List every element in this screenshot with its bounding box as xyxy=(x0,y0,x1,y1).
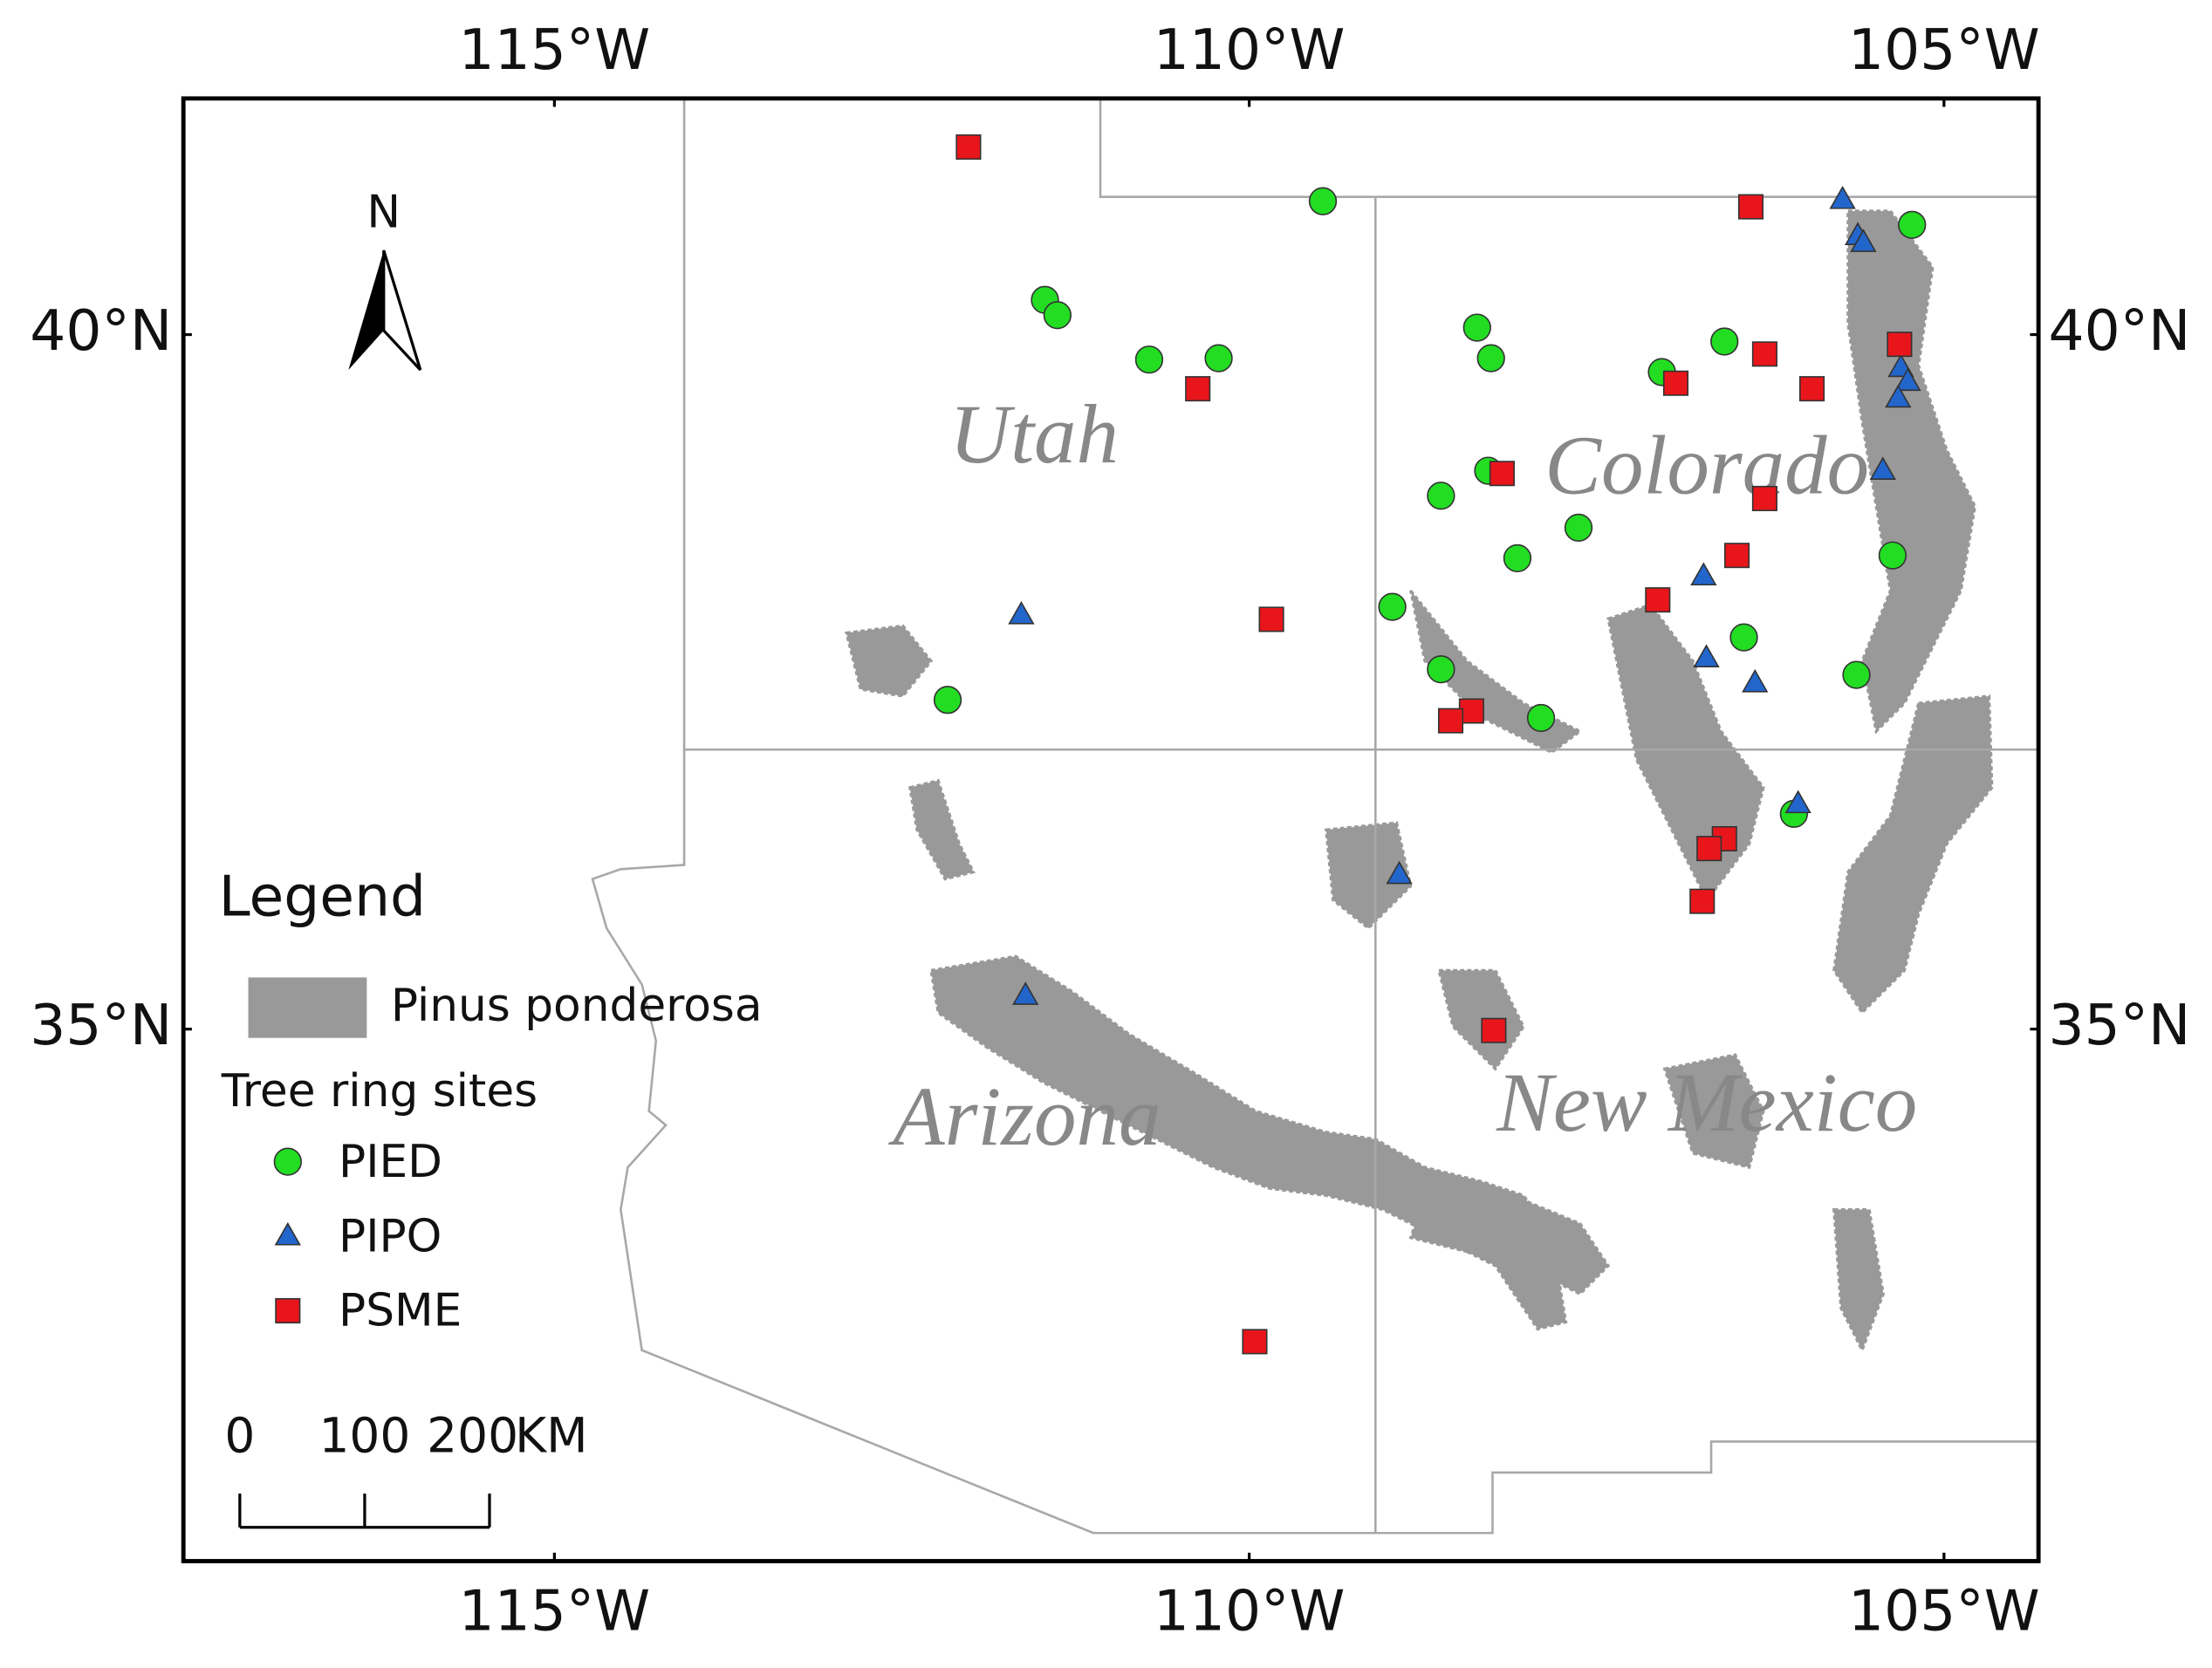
site-marker xyxy=(1751,341,1777,367)
site-marker xyxy=(1878,541,1907,570)
legend-label: PSME xyxy=(339,1285,462,1337)
veg-patch xyxy=(1324,821,1413,931)
site-marker xyxy=(933,686,962,714)
site-marker xyxy=(1662,370,1689,396)
site-marker xyxy=(1012,981,1039,1005)
site-marker xyxy=(1526,703,1556,733)
site-marker xyxy=(1885,384,1912,408)
site-marker xyxy=(1729,623,1758,652)
site-marker xyxy=(1724,543,1750,569)
site-marker xyxy=(1850,229,1877,252)
state-label: Colorado xyxy=(1544,419,1869,512)
arrow-half xyxy=(382,250,422,372)
veg-patch xyxy=(1662,1053,1765,1170)
site-marker xyxy=(1751,485,1777,511)
x-tick-label: 105°W xyxy=(1848,17,2040,83)
legend-marker xyxy=(273,1147,302,1176)
site-marker xyxy=(1427,482,1455,510)
site-marker xyxy=(1710,327,1739,356)
site-marker xyxy=(1476,344,1505,373)
site-marker xyxy=(1689,888,1715,914)
scale-label: 200 xyxy=(427,1407,518,1463)
site-marker xyxy=(1693,644,1720,668)
site-marker xyxy=(1489,461,1515,487)
site-marker xyxy=(1185,376,1211,402)
site-marker xyxy=(1742,669,1769,693)
site-marker xyxy=(1564,513,1593,542)
legend-label: PIED xyxy=(339,1136,442,1188)
state-label: New Mexico xyxy=(1496,1056,1917,1149)
veg-patch xyxy=(1832,694,1994,1015)
veg-patch xyxy=(845,624,934,698)
legend-title: Legend xyxy=(219,864,427,929)
site-marker xyxy=(1043,301,1072,330)
site-marker xyxy=(1134,345,1164,374)
x-tick-label: 115°W xyxy=(459,17,651,83)
y-tick-label: 40°N xyxy=(30,298,172,364)
legend-marker xyxy=(274,1221,301,1246)
x-tick-label: 105°W xyxy=(1848,1578,2040,1644)
border xyxy=(1099,98,2039,198)
site-marker xyxy=(1696,836,1722,862)
ponderosa-range xyxy=(845,209,1994,1354)
site-marker xyxy=(955,134,982,161)
legend-marker xyxy=(275,1298,301,1324)
x-tick-label: 110°W xyxy=(1154,1578,1346,1644)
site-marker xyxy=(1784,790,1811,814)
site-marker xyxy=(1462,313,1491,342)
site-marker xyxy=(1869,456,1896,481)
site-marker xyxy=(1308,187,1338,215)
site-marker xyxy=(1690,562,1717,586)
site-marker xyxy=(1204,344,1233,373)
legend-swatch xyxy=(248,977,367,1038)
veg-patch xyxy=(907,778,976,881)
arrow-half xyxy=(348,250,384,370)
site-marker xyxy=(1503,543,1532,573)
map-frame xyxy=(181,96,2041,1563)
y-tick-label: 35°N xyxy=(2048,993,2190,1058)
site-marker xyxy=(1829,185,1856,209)
site-marker xyxy=(1242,1329,1268,1355)
site-marker xyxy=(1645,587,1671,613)
site-marker xyxy=(1437,708,1464,734)
border xyxy=(591,749,2039,1535)
site-marker xyxy=(1799,376,1825,402)
veg-patch xyxy=(929,954,1568,1331)
veg-patch xyxy=(1846,209,1977,735)
site-marker xyxy=(1894,367,1921,392)
y-tick-label: 35°N xyxy=(30,993,172,1058)
scale-label: 100 xyxy=(318,1407,410,1463)
legend-label: PIPO xyxy=(339,1210,442,1262)
state-borders xyxy=(591,98,2039,1535)
site-marker xyxy=(1386,860,1413,885)
scale-label: 0 xyxy=(224,1407,255,1463)
legend-label: Pinus ponderosa xyxy=(391,980,763,1032)
north-label: N xyxy=(366,187,401,239)
site-marker xyxy=(1898,210,1927,239)
site-marker xyxy=(1887,332,1913,358)
y-tick-label: 40°N xyxy=(2048,298,2190,364)
site-marker xyxy=(1008,601,1035,625)
site-marker xyxy=(1842,660,1871,689)
site-marker xyxy=(1427,655,1455,684)
scale-unit: KM xyxy=(515,1407,587,1463)
state-label: Arizona xyxy=(887,1070,1161,1163)
site-marker xyxy=(1737,194,1764,220)
veg-patch xyxy=(1832,1207,1885,1354)
site-marker xyxy=(1378,592,1407,621)
site-marker xyxy=(1458,698,1484,724)
site-marker xyxy=(1481,1017,1507,1043)
state-label: Utah xyxy=(949,387,1119,481)
x-tick-label: 110°W xyxy=(1154,17,1346,83)
legend-subtitle: Tree ring sites xyxy=(221,1065,538,1118)
north-arrow: N xyxy=(348,187,422,372)
veg-patch xyxy=(1408,1186,1611,1296)
site-marker xyxy=(1258,606,1284,632)
x-tick-label: 115°W xyxy=(459,1578,651,1644)
